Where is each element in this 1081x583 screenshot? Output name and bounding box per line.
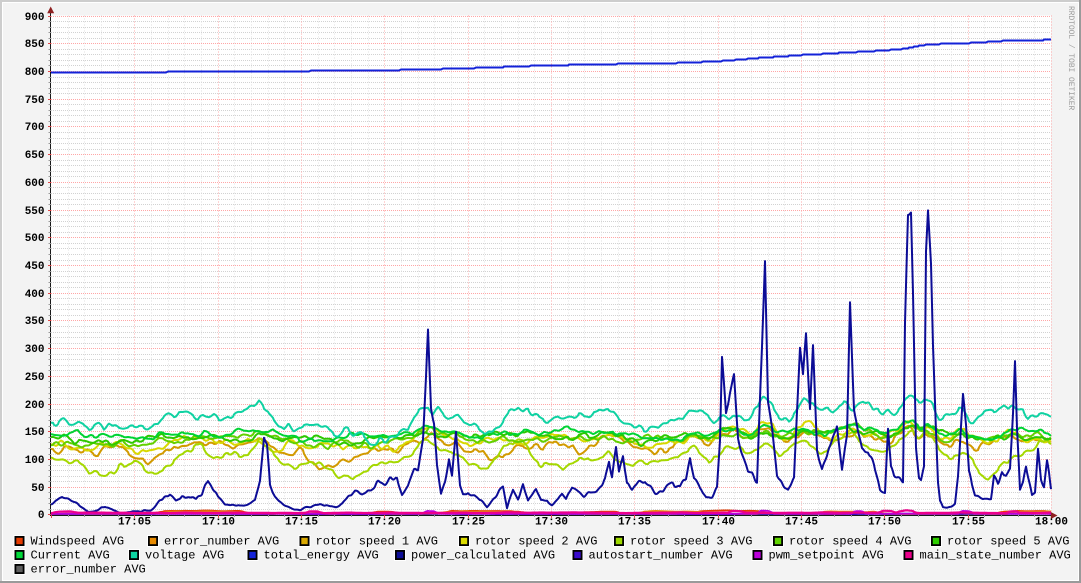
svg-text:350: 350 — [25, 316, 45, 328]
svg-text:power_calculated AVG: power_calculated AVG — [411, 548, 555, 562]
svg-text:17:45: 17:45 — [785, 516, 818, 528]
svg-text:main_state_number AVG: main_state_number AVG — [920, 548, 1071, 562]
svg-text:600: 600 — [25, 178, 45, 190]
svg-text:17:10: 17:10 — [202, 516, 235, 528]
svg-text:550: 550 — [25, 206, 45, 218]
svg-text:17:35: 17:35 — [618, 516, 651, 528]
svg-text:rotor speed 1 AVG: rotor speed 1 AVG — [316, 534, 438, 548]
svg-text:17:40: 17:40 — [702, 516, 735, 528]
svg-text:200: 200 — [25, 400, 45, 412]
svg-text:RRDTOOL / TOBI OETIKER: RRDTOOL / TOBI OETIKER — [1066, 6, 1075, 110]
svg-text:50: 50 — [31, 483, 44, 495]
svg-text:error_number AVG: error_number AVG — [31, 562, 146, 576]
svg-text:17:05: 17:05 — [118, 516, 151, 528]
svg-text:18:00: 18:00 — [1035, 516, 1068, 528]
svg-text:17:55: 17:55 — [952, 516, 985, 528]
svg-text:700: 700 — [25, 122, 45, 134]
svg-text:rotor speed 3 AVG: rotor speed 3 AVG — [630, 534, 752, 548]
svg-text:Current AVG: Current AVG — [31, 548, 110, 562]
svg-text:voltage AVG: voltage AVG — [145, 548, 224, 562]
svg-text:500: 500 — [25, 233, 45, 245]
svg-text:900: 900 — [25, 12, 45, 24]
svg-text:rotor speed 2 AVG: rotor speed 2 AVG — [475, 534, 597, 548]
svg-text:rotor speed 5 AVG: rotor speed 5 AVG — [947, 534, 1069, 548]
svg-text:autostart_number AVG: autostart_number AVG — [589, 548, 733, 562]
svg-text:250: 250 — [25, 372, 45, 384]
svg-text:17:30: 17:30 — [535, 516, 568, 528]
svg-text:17:50: 17:50 — [868, 516, 901, 528]
svg-text:rotor speed 4 AVG: rotor speed 4 AVG — [789, 534, 911, 548]
svg-text:17:20: 17:20 — [368, 516, 401, 528]
svg-text:17:15: 17:15 — [285, 516, 318, 528]
svg-text:pwm_setpoint AVG: pwm_setpoint AVG — [769, 548, 884, 562]
svg-text:300: 300 — [25, 344, 45, 356]
svg-text:800: 800 — [25, 67, 45, 79]
svg-text:400: 400 — [25, 289, 45, 301]
svg-text:total_energy AVG: total_energy AVG — [264, 548, 379, 562]
svg-text:750: 750 — [25, 95, 45, 107]
svg-text:850: 850 — [25, 39, 45, 51]
svg-text:error_number AVG: error_number AVG — [164, 534, 279, 548]
svg-text:100: 100 — [25, 455, 45, 467]
svg-text:0: 0 — [38, 510, 45, 522]
svg-text:Windspeed AVG: Windspeed AVG — [31, 534, 125, 548]
svg-text:17:25: 17:25 — [452, 516, 485, 528]
svg-text:450: 450 — [25, 261, 45, 273]
svg-text:650: 650 — [25, 150, 45, 162]
svg-text:150: 150 — [25, 427, 45, 439]
